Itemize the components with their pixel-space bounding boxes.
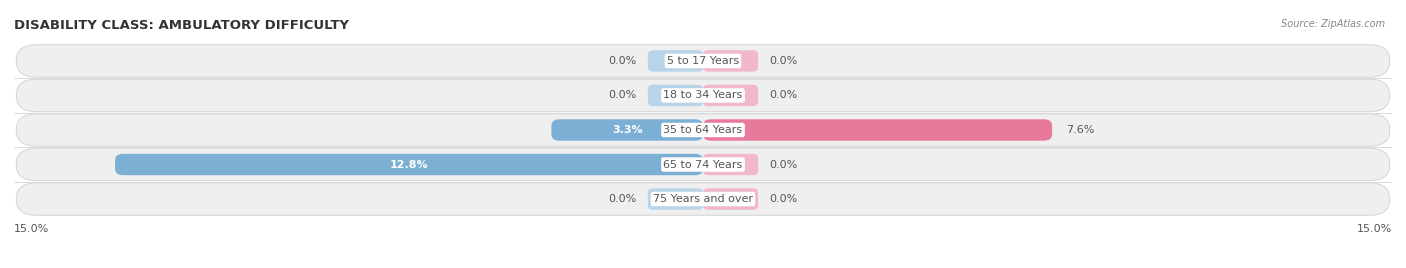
Text: 65 to 74 Years: 65 to 74 Years xyxy=(664,159,742,170)
FancyBboxPatch shape xyxy=(648,188,703,210)
Legend: Male, Female: Male, Female xyxy=(638,267,768,268)
FancyBboxPatch shape xyxy=(551,119,703,141)
FancyBboxPatch shape xyxy=(648,85,703,106)
FancyBboxPatch shape xyxy=(703,154,758,175)
FancyBboxPatch shape xyxy=(17,148,1389,181)
FancyBboxPatch shape xyxy=(703,50,758,72)
Text: DISABILITY CLASS: AMBULATORY DIFFICULTY: DISABILITY CLASS: AMBULATORY DIFFICULTY xyxy=(14,19,349,32)
Text: 3.3%: 3.3% xyxy=(612,125,643,135)
FancyBboxPatch shape xyxy=(703,85,758,106)
Text: 0.0%: 0.0% xyxy=(769,159,797,170)
Text: Source: ZipAtlas.com: Source: ZipAtlas.com xyxy=(1281,19,1385,29)
Text: 5 to 17 Years: 5 to 17 Years xyxy=(666,56,740,66)
Text: 0.0%: 0.0% xyxy=(609,90,637,100)
Text: 7.6%: 7.6% xyxy=(1066,125,1094,135)
Text: 18 to 34 Years: 18 to 34 Years xyxy=(664,90,742,100)
FancyBboxPatch shape xyxy=(17,79,1389,112)
Text: 0.0%: 0.0% xyxy=(609,56,637,66)
Text: 15.0%: 15.0% xyxy=(14,224,49,234)
Text: 0.0%: 0.0% xyxy=(769,56,797,66)
Text: 35 to 64 Years: 35 to 64 Years xyxy=(664,125,742,135)
FancyBboxPatch shape xyxy=(17,183,1389,215)
FancyBboxPatch shape xyxy=(115,154,703,175)
Text: 75 Years and over: 75 Years and over xyxy=(652,194,754,204)
Text: 0.0%: 0.0% xyxy=(769,194,797,204)
FancyBboxPatch shape xyxy=(17,45,1389,77)
FancyBboxPatch shape xyxy=(703,119,1052,141)
FancyBboxPatch shape xyxy=(17,114,1389,146)
Text: 0.0%: 0.0% xyxy=(769,90,797,100)
FancyBboxPatch shape xyxy=(648,50,703,72)
Text: 12.8%: 12.8% xyxy=(389,159,429,170)
Text: 15.0%: 15.0% xyxy=(1357,224,1392,234)
Text: 0.0%: 0.0% xyxy=(609,194,637,204)
FancyBboxPatch shape xyxy=(703,188,758,210)
